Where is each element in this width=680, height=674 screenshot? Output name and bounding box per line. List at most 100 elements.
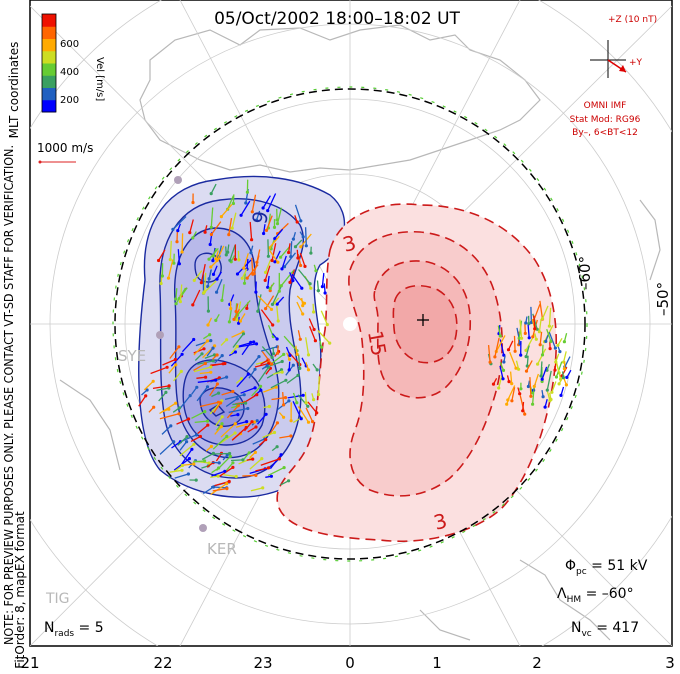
velocity-vector-origin [209,232,213,237]
velocity-vector [256,249,261,263]
velocity-vector-origin [191,200,195,205]
velocity-vector-origin [269,307,274,311]
velocity-vector-origin [245,420,249,424]
velocity-vector [243,253,249,269]
velocity-vector-origin [226,250,230,254]
coords-label: MLT coordinates [7,42,21,139]
velocity-vector-origin [526,384,531,389]
velocity-vector [192,289,201,306]
velocity-vector [193,366,211,373]
station-label-sye: SYE [118,347,146,365]
velocity-vector-origin [562,367,567,371]
velocity-vector-origin [209,265,213,269]
velocity-vector [294,204,302,222]
velocity-vector-origin [313,339,317,343]
imf-y-label: +Y [629,58,643,68]
velocity-vector-origin [264,412,268,416]
velocity-vector-origin [306,420,311,424]
velocity-vector [495,335,506,352]
velocity-vector-origin [277,457,281,461]
velocity-vector-origin [228,451,232,456]
velocity-vector-origin [527,322,531,326]
velocity-vector-origin [253,367,257,371]
colorbar-tick-600: 600 [60,39,79,50]
velocity-vector-origin [220,422,224,426]
velocity-vector-origin [501,377,505,381]
velocity-vector-origin [556,343,560,347]
velocity-vector [210,221,222,235]
velocity-vector [228,407,248,414]
velocity-vector-origin [540,317,545,321]
velocity-vector [243,273,246,284]
velocity-vector [562,351,567,363]
velocity-vector-origin [287,399,291,403]
velocity-vector [203,272,207,292]
velocity-vector [216,455,231,471]
velocity-vector-origin [177,262,181,266]
velocity-vector-origin [245,276,249,280]
velocity-vector [158,391,167,402]
velocity-vector-origin [272,225,277,229]
velocity-vector-origin [491,382,496,386]
velocity-vector [201,452,214,461]
dawn-convection-cell [276,203,558,543]
velocity-vector [546,328,552,342]
velocity-vector-origin [550,390,554,394]
velocity-vector-origin [280,370,284,374]
coastlines [59,24,661,641]
velocity-vector-origin [296,373,300,377]
velocity-vector [497,325,501,337]
hm-latitude: ΛHM = –60° [557,586,634,605]
velocity-vector-origin [291,279,295,283]
velocity-vector [299,252,306,267]
velocity-vector [254,362,269,368]
velocity-vector-origin [231,461,235,465]
velocity-vector [296,295,305,304]
velocity-vector-origin [215,353,219,357]
velocity-vector-origin [209,225,213,229]
velocity-vector-origin [265,364,269,368]
velocity-vector [268,250,279,263]
velocity-vector-origin [213,344,217,348]
velocity-vector-origin [192,278,196,282]
velocity-vector-origin [287,357,292,361]
velocity-vector-origin [279,284,283,288]
velocity-vector [258,366,270,383]
velocity-vector-origin [299,263,303,268]
velocity-vector [167,259,174,279]
vector-count: Nvc = 417 [571,620,639,639]
station-label-tig: TIG [45,591,70,607]
velocity-vector-origin [237,321,241,325]
velocity-vector-origin [254,290,258,294]
velocity-vector [526,355,529,367]
velocity-vector-origin [176,229,180,233]
velocity-vector-origin [260,457,264,461]
velocity-vector-origin [212,353,217,357]
velocity-vector-origin [178,300,182,304]
velocity-vector-origin [272,352,276,356]
velocity-vector-origin [252,420,256,424]
velocity-vector [267,275,270,288]
velocity-vector-origin [287,479,291,483]
velocity-vector [267,193,277,211]
preview-note: NOTE: FOR PREVIEW PURPOSES ONLY. PLEASE … [2,145,16,645]
velocity-vector [317,376,320,395]
colorbar-tick-200: 200 [60,95,79,106]
velocity-vector-origin [514,366,518,370]
velocity-vector [213,402,222,414]
velocity-vector-origin [293,245,298,249]
velocity-vector-origin [209,339,213,343]
velocity-vector [194,420,208,424]
velocity-vector [271,243,277,261]
velocity-vector [211,470,226,477]
velocity-vector-origin [524,321,528,325]
velocity-vector-origin [256,309,260,313]
velocity-vector-origin [314,269,318,273]
velocity-vector [308,326,317,341]
velocity-vector-origin [240,276,244,280]
velocity-vector-origin [519,387,523,391]
velocity-vector-origin [228,258,232,262]
velocity-vector [236,373,249,388]
velocity-vector-origin [217,391,221,395]
velocity-vector-origin [236,403,241,407]
